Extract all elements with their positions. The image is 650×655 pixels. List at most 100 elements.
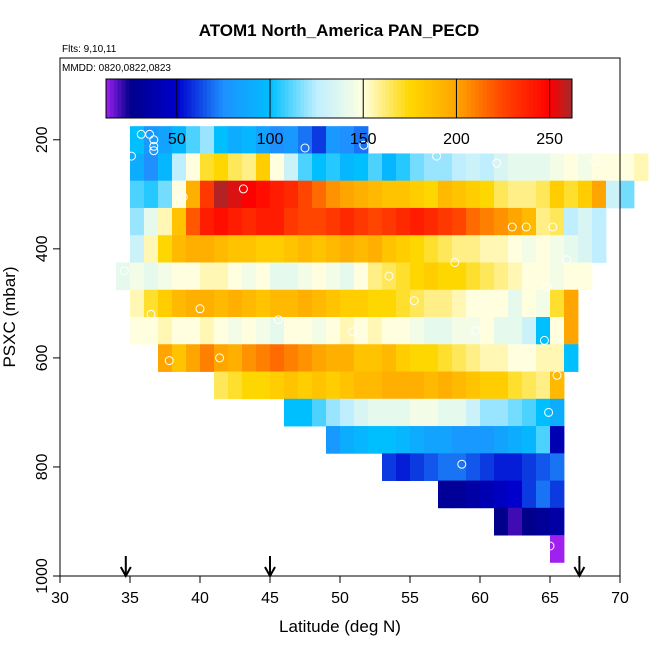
colorbar-segment (214, 79, 220, 118)
colorbar-segment (424, 79, 429, 118)
observation-point (409, 296, 419, 306)
heatmap-cell (382, 235, 397, 263)
heatmap-cell (438, 317, 453, 345)
heatmap-cell (396, 262, 411, 291)
heatmap-cell (536, 344, 551, 372)
heatmap-cell (284, 289, 299, 318)
heatmap-cell (620, 180, 635, 209)
heatmap-cell (354, 317, 369, 345)
heatmap-cell (494, 235, 509, 263)
flight-arrow-head (264, 566, 276, 579)
heatmap-cell (522, 507, 537, 536)
heatmap-cell (382, 317, 397, 345)
heatmap-cell (396, 398, 411, 427)
heatmap-cell (480, 262, 495, 291)
heatmap-cell (256, 289, 271, 318)
observation-point (126, 151, 136, 161)
heatmap-cell (536, 398, 551, 427)
colorbar-segment (428, 79, 433, 118)
colorbar-segment (109, 79, 115, 118)
heatmap-cell (452, 426, 467, 454)
observation-point (450, 258, 460, 267)
heatmap-cell (354, 426, 369, 454)
colorbar-segment (432, 79, 437, 118)
heatmap-cell (606, 153, 621, 182)
colorbar-segment (405, 79, 410, 118)
heatmap-cell (368, 426, 383, 454)
heatmap-cell (550, 344, 565, 372)
heatmap-cell (130, 126, 145, 154)
heatmap-cell (340, 262, 355, 291)
heatmap-cell (340, 371, 355, 400)
observation-point (545, 541, 555, 551)
heatmap-cell (382, 398, 397, 427)
heatmap-cell (326, 235, 341, 263)
heatmap-cell (354, 207, 369, 236)
heatmap-cell (298, 207, 313, 236)
observation-point (521, 222, 531, 232)
colorbar-segment (280, 79, 286, 118)
heatmap-cell (466, 207, 481, 236)
colorbar-segment (366, 79, 371, 118)
heatmap-cell (466, 480, 481, 509)
heatmap-cell (466, 426, 481, 454)
colorbar-segment (296, 79, 301, 118)
heatmap-cell (214, 207, 229, 236)
heatmap-cell (354, 126, 369, 154)
heatmap-cell (438, 453, 453, 481)
heatmap-cell (200, 153, 215, 182)
heatmap-cell (522, 371, 537, 400)
flight-arrows (119, 556, 586, 579)
heatmap-cell (452, 235, 467, 263)
heatmap-cell (550, 180, 565, 209)
heatmap-cell (396, 180, 411, 209)
colorbar-segment (509, 79, 515, 118)
colorbar-segment (443, 79, 449, 118)
heatmap-cell (270, 262, 285, 291)
colorbar-segment (265, 79, 270, 118)
heatmap-cell (592, 180, 607, 209)
colorbar-segment (195, 79, 200, 118)
heatmap-cell (550, 426, 565, 454)
colorbar-segment (482, 79, 488, 118)
heatmap-cell (130, 235, 145, 263)
heatmap-cell (340, 235, 355, 263)
colorbar-segment (525, 79, 530, 118)
heatmap-cell (410, 235, 425, 263)
heatmap-cell (312, 317, 327, 345)
y-tick-label: 800 (34, 454, 51, 481)
heatmap-cell (284, 153, 299, 182)
heatmap-cell (606, 180, 621, 209)
heatmap-cell (578, 153, 593, 182)
colorbar-segment (350, 79, 356, 118)
heatmap-cell (578, 207, 593, 236)
heatmap-cell (172, 344, 187, 372)
heatmap-cell (466, 398, 481, 427)
heatmap-cell (172, 126, 187, 154)
heatmap-cell (424, 289, 439, 318)
heatmap-cell (144, 207, 159, 236)
heatmap-cell (200, 207, 215, 236)
heatmap-cell (438, 480, 453, 509)
colorbar-segment (389, 79, 394, 118)
heatmap-cell (298, 371, 313, 400)
heatmap-cell (312, 344, 327, 372)
heatmap-cell (438, 344, 453, 372)
colorbar-segment (230, 79, 235, 118)
heatmap-cell (424, 317, 439, 345)
colorbar-segment (304, 79, 309, 118)
heatmap-cell (438, 153, 453, 182)
colorbar-segment (311, 79, 317, 118)
colorbar-segment (362, 79, 367, 118)
heatmap-cell (144, 153, 159, 182)
observation-point (359, 140, 369, 150)
colorbar-segment (249, 79, 255, 118)
observation-point (457, 459, 467, 469)
observation-point (492, 158, 502, 168)
colorbar-segment (300, 79, 305, 118)
heatmap-cell (368, 153, 383, 182)
heatmap-cell (592, 235, 607, 263)
heatmap-cell (326, 262, 341, 291)
colorbar-segment (459, 79, 464, 118)
observation-point (384, 271, 394, 281)
